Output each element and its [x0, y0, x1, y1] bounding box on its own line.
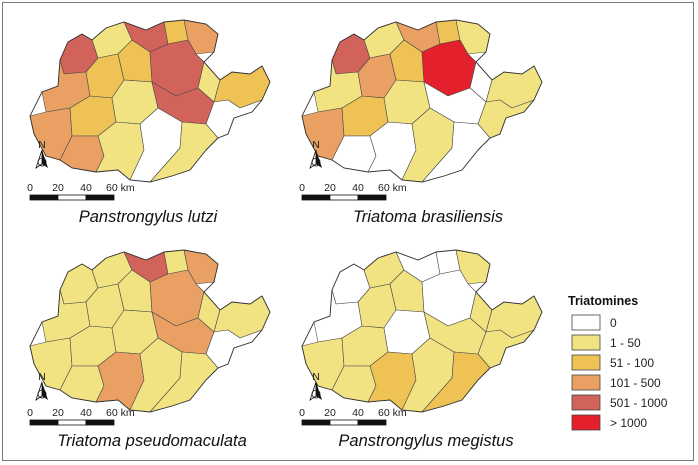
scale-segment [57, 419, 87, 426]
scale-tick-label: 20 [324, 182, 336, 194]
legend-label: 51 - 100 [610, 356, 654, 370]
north-arrow-ring [311, 157, 321, 167]
north-arrow-icon: N [309, 139, 322, 169]
map-1 [29, 19, 271, 183]
municipality [163, 249, 189, 275]
north-arrow-icon: N [309, 371, 322, 401]
scale-tick-label: 20 [52, 407, 64, 419]
legend-swatch [571, 354, 601, 371]
scale-segment [301, 194, 331, 201]
north-label: N [312, 139, 320, 151]
legend-title: Triatomines [568, 294, 638, 308]
scale-tick-label: 0 [299, 407, 305, 419]
scale-tick-label: 60 km [378, 182, 407, 194]
scale-tick-label: 40 [80, 182, 92, 194]
legend-label: 1 - 50 [610, 336, 641, 350]
scale-tick-label: 40 [352, 407, 364, 419]
scale-segment [357, 194, 387, 201]
municipality [435, 19, 461, 45]
legend-label: > 1000 [610, 416, 647, 430]
map-title: Panstrongylus megistus [338, 432, 513, 450]
north-arrow-ring [311, 389, 321, 399]
map-2 [301, 19, 543, 183]
scale-bar: 0 20 40 60 km [299, 407, 407, 426]
map-title: Triatoma pseudomaculata [57, 432, 247, 450]
north-label: N [312, 371, 320, 383]
scale-segment [357, 419, 387, 426]
north-arrow-icon: N [35, 139, 48, 169]
municipality [435, 249, 461, 275]
scale-tick-label: 60 km [106, 182, 135, 194]
scale-tick-label: 0 [299, 182, 305, 194]
scale-segment [329, 419, 359, 426]
legend-label: 101 - 500 [610, 376, 661, 390]
scale-segment [301, 419, 331, 426]
legend-swatch [571, 394, 601, 411]
scale-tick-label: 0 [27, 182, 33, 194]
map-3 [29, 249, 271, 413]
scale-segment [85, 194, 115, 201]
scale-tick-label: 60 km [378, 407, 407, 419]
scale-segment [29, 194, 59, 201]
scale-tick-label: 40 [352, 182, 364, 194]
north-label: N [38, 371, 46, 383]
scale-segment [85, 419, 115, 426]
legend-label: 501 - 1000 [610, 396, 668, 410]
scale-tick-label: 20 [52, 182, 64, 194]
map-title: Panstrongylus lutzi [79, 208, 219, 226]
north-arrow-icon: N [35, 371, 48, 401]
scale-tick-label: 40 [80, 407, 92, 419]
scale-segment [29, 419, 59, 426]
map-title: Triatoma brasiliensis [353, 208, 503, 226]
municipality [163, 19, 189, 45]
scale-bar: 0 20 40 60 km [299, 182, 407, 201]
scale-segment [329, 194, 359, 201]
scale-tick-label: 20 [324, 407, 336, 419]
scale-tick-label: 0 [27, 407, 33, 419]
legend-label: 0 [610, 316, 617, 330]
legend-swatch [571, 334, 601, 351]
scale-segment [57, 194, 87, 201]
legend-swatch [571, 374, 601, 391]
map-4 [301, 249, 543, 413]
scale-bar: 0 20 40 60 km [27, 182, 135, 201]
north-label: N [38, 139, 46, 151]
scale-tick-label: 60 km [106, 407, 135, 419]
north-arrow-ring [37, 157, 47, 167]
legend-swatch [571, 314, 601, 331]
scale-bar: 0 20 40 60 km [27, 407, 135, 426]
legend-swatch [571, 414, 601, 431]
legend: Triatomines 0 1 - 50 51 - 100 101 - 500 501 -… [568, 294, 668, 431]
north-arrow-ring [37, 389, 47, 399]
